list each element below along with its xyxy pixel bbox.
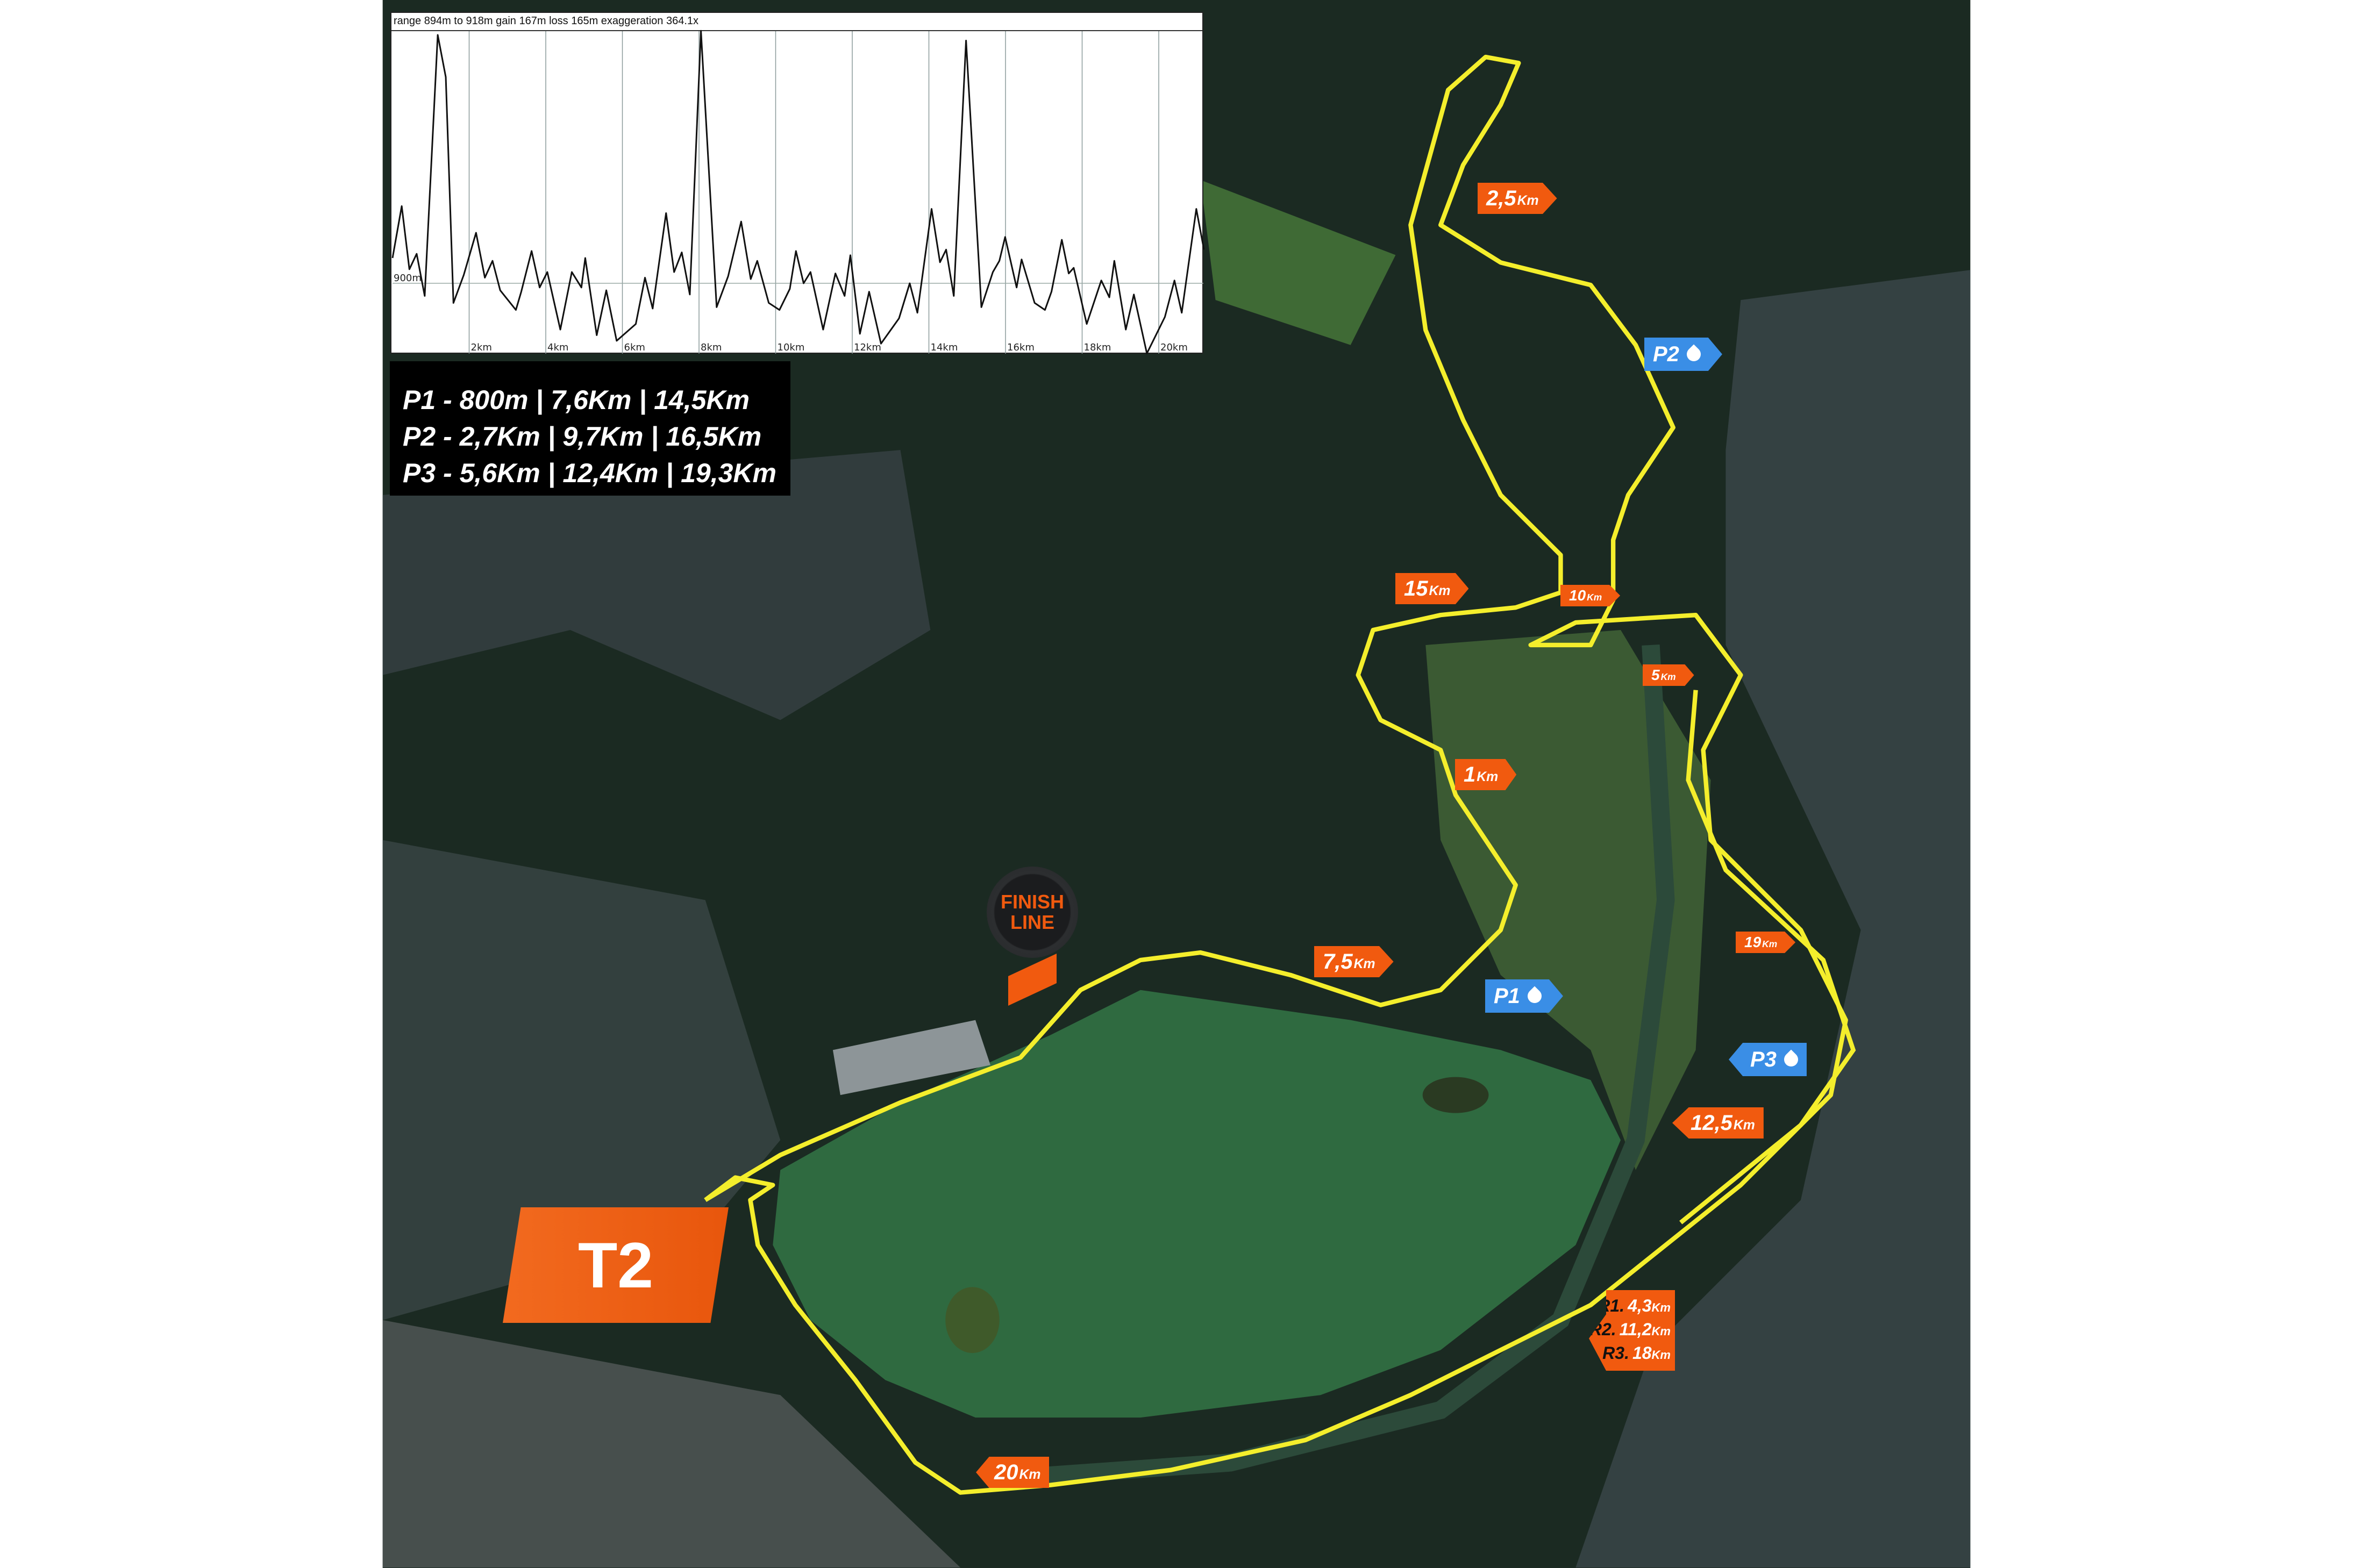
legend-line-p2: P2 - 2,7Km | 9,7Km | 16,5Km: [403, 421, 762, 452]
aid-station-label: P1: [1494, 984, 1520, 1008]
elevation-summary: range 894m to 918m gain 167m loss 165m e…: [391, 13, 1202, 31]
km-marker-15: 15 Km: [1395, 573, 1469, 604]
marker-unit: Km: [1429, 584, 1451, 598]
aid-station-legend: P1 - 800m | 7,6Km | 14,5Km P2 - 2,7Km | …: [390, 361, 790, 496]
transition-area-t2: T2: [503, 1207, 729, 1323]
finish-text: FINISH: [1000, 891, 1064, 913]
finish-text-line: LINE: [1010, 911, 1054, 933]
marker-value: 12,5: [1691, 1111, 1732, 1135]
legend-line-p1: P1 - 800m | 7,6Km | 14,5Km: [403, 385, 750, 415]
lake-island: [945, 1287, 1000, 1354]
aid-station-p1: P1: [1485, 979, 1563, 1013]
urban-area-west: [382, 450, 931, 720]
water-drop-icon: [1524, 986, 1545, 1006]
km-marker-20: 20 Km: [976, 1457, 1050, 1488]
marker-value: 2,5: [1486, 186, 1516, 210]
marker-unit: Km: [1517, 194, 1539, 208]
x-tick-label: 6km: [624, 342, 645, 353]
x-tick-label: 10km: [778, 342, 805, 353]
aid-station-p3: P3: [1729, 1043, 1807, 1076]
marker-unit: Km: [1733, 1118, 1755, 1133]
elevation-plot: 2km 4km 6km 8km 10km 12km 14km 16km 18km 20km 900m: [391, 30, 1205, 354]
x-tick-label: 4km: [547, 342, 568, 353]
marker-unit: Km: [1587, 592, 1602, 603]
aid-station-p2: P2: [1644, 338, 1722, 371]
km-marker-2-5: 2,5 Km: [1478, 183, 1557, 214]
finish-line-badge: FINISH LINE: [987, 867, 1078, 958]
elevation-line: [391, 30, 1205, 354]
y-tick-label: 900m: [394, 273, 422, 284]
km-marker-5: 5 Km: [1643, 664, 1694, 686]
km-marker-1: 1 Km: [1455, 759, 1517, 790]
marker-value: 20: [994, 1460, 1018, 1484]
aid-station-label: P3: [1750, 1047, 1777, 1071]
water-drop-icon: [1684, 344, 1704, 364]
urban-area-southwest: [382, 840, 781, 1320]
return-r3: R3. 18Km: [1602, 1343, 1671, 1363]
marker-unit: Km: [1477, 770, 1499, 784]
x-tick-label: 20km: [1160, 342, 1188, 353]
marker-unit: Km: [1660, 671, 1676, 682]
industrial-area: [382, 1320, 961, 1568]
building-arena: [832, 1020, 990, 1096]
x-tick-label: 16km: [1007, 342, 1035, 353]
km-marker-10: 10 Km: [1560, 585, 1621, 606]
marker-value: 1: [1464, 762, 1476, 786]
x-tick-label: 14km: [931, 342, 958, 353]
km-marker-12-5: 12,5 Km: [1672, 1107, 1764, 1139]
marker-unit: Km: [1353, 957, 1375, 971]
marker-value: 19: [1744, 934, 1762, 950]
marker-unit: Km: [1762, 939, 1778, 949]
return-r2: R2. 11,2Km: [1589, 1320, 1671, 1339]
water-drop-icon: [1781, 1049, 1801, 1070]
km-marker-19: 19 Km: [1736, 932, 1796, 953]
transition-label: T2: [577, 1229, 654, 1301]
grass-field: [1200, 180, 1396, 345]
x-tick-label: 2km: [471, 342, 492, 353]
race-route: [704, 54, 1848, 1495]
x-tick-label: 18km: [1084, 342, 1111, 353]
lake-island-east: [1422, 1077, 1489, 1113]
elevation-profile: range 894m to 918m gain 167m loss 165m e…: [390, 12, 1205, 354]
urban-area-east: [1575, 270, 1971, 1568]
legend-line-p3: P3 - 5,6Km | 12,4Km | 19,3Km: [403, 458, 776, 488]
return-r1: R1. 4,3Km: [1598, 1296, 1671, 1315]
marker-value: 5: [1651, 667, 1660, 683]
marker-value: 7,5: [1323, 949, 1353, 973]
aid-station-label: P2: [1653, 342, 1679, 366]
race-route-return: [1679, 690, 1856, 1225]
marker-value: 10: [1569, 587, 1586, 604]
km-marker-7-5: 7,5 Km: [1314, 946, 1394, 977]
marker-unit: Km: [1019, 1467, 1041, 1482]
marker-value: 15: [1404, 576, 1428, 600]
x-tick-label: 12km: [854, 342, 881, 353]
x-tick-label: 8km: [701, 342, 722, 353]
